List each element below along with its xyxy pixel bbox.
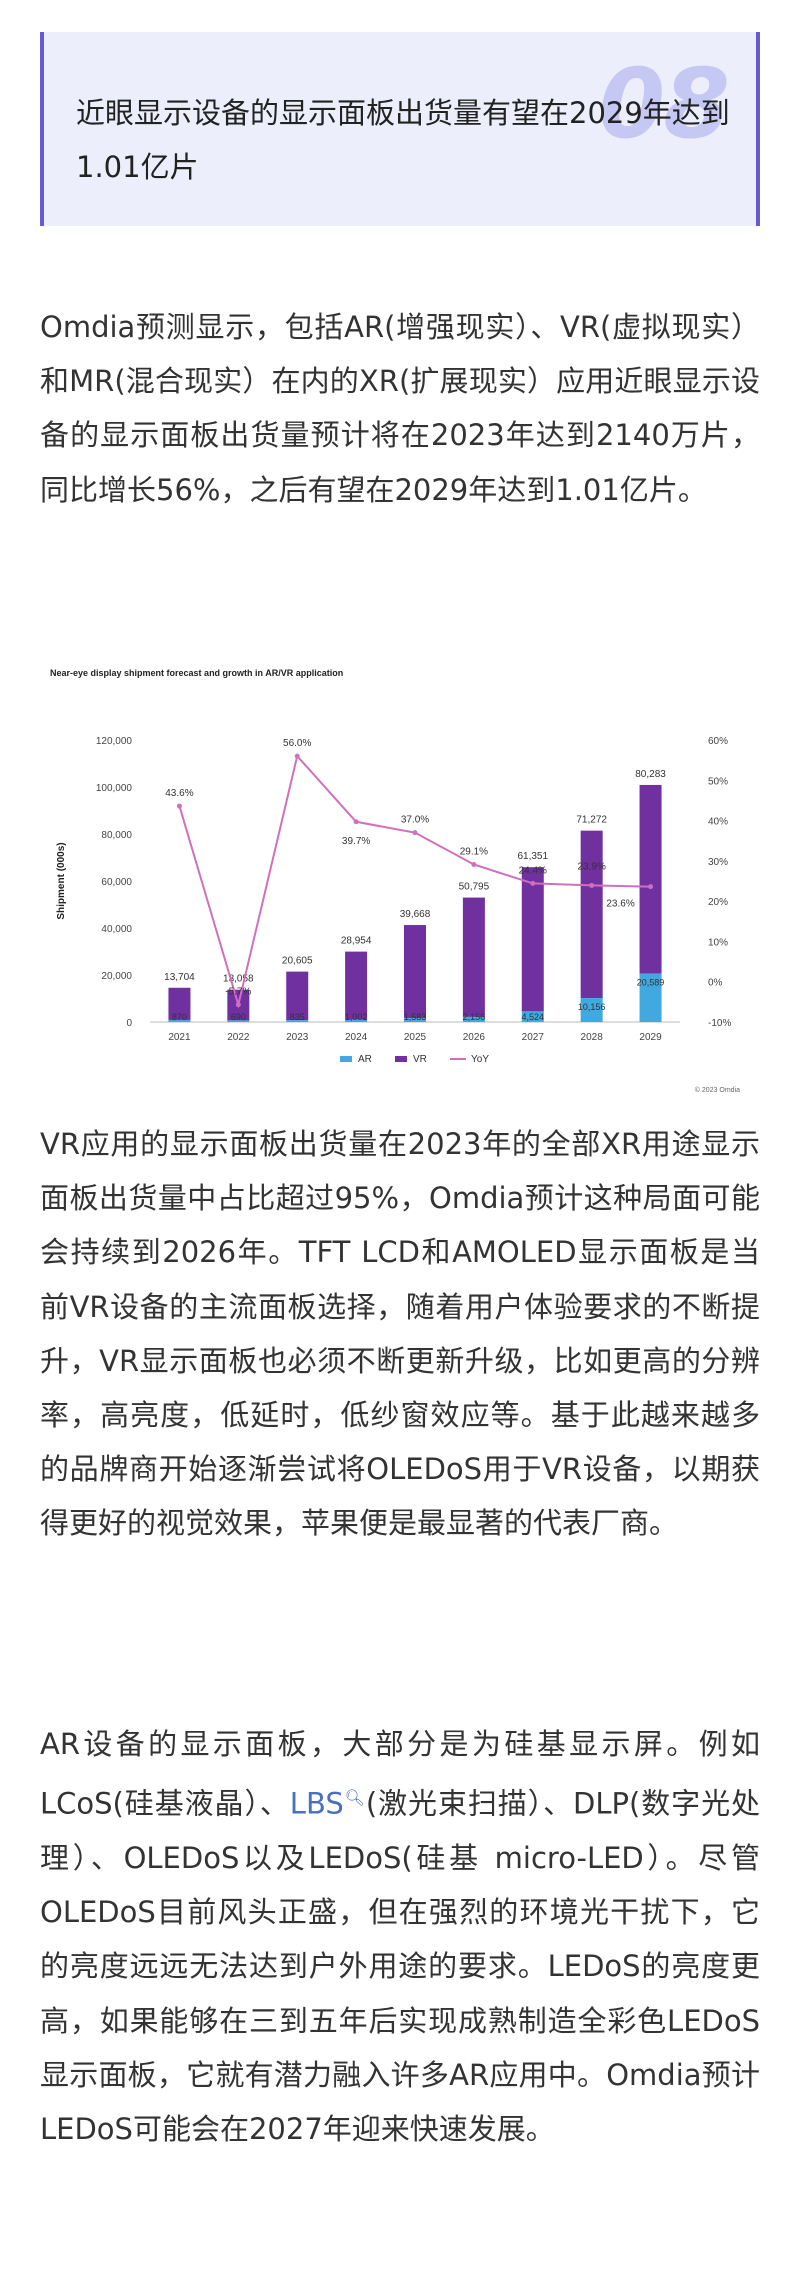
- bar-vr-label: 61,351: [517, 851, 548, 862]
- bar-vr: [521, 867, 544, 1012]
- yoy-label: 56.0%: [283, 738, 311, 749]
- x-tick-label: 2026: [463, 1032, 486, 1043]
- chart-title: Near-eye display shipment forecast and g…: [50, 668, 343, 678]
- x-tick-label: 2023: [286, 1032, 309, 1043]
- y-axis-label: Shipment (000s): [56, 842, 67, 919]
- bar-vr-label: 13,058: [223, 974, 254, 985]
- paragraph-2: VR应用的显示面板出货量在2023年的全部XR用途显示面板出货量中占比超过95%…: [40, 1127, 760, 1541]
- bar-ar: [462, 1016, 485, 1022]
- bar-ar: [345, 1019, 368, 1022]
- yoy-point: [294, 753, 300, 759]
- bar-vr-label: 50,795: [459, 882, 490, 893]
- yoy-point: [353, 819, 359, 825]
- y2-tick-label: 20%: [708, 897, 728, 908]
- bar-vr-label: 80,283: [635, 769, 666, 780]
- paragraph-3-text-b: (激光束扫描）、DLP(数字光处理）、OLEDoS以及LEDoS(硅基 micr…: [40, 1786, 761, 2147]
- y-tick-label: 100,000: [96, 783, 133, 794]
- y-tick-label: 120,000: [96, 736, 133, 747]
- chart-svg: Near-eye display shipment forecast and g…: [50, 668, 740, 1094]
- bar-ar-label: 870: [172, 1012, 187, 1022]
- bar-vr: [580, 830, 603, 999]
- bar-vr-label: 39,668: [400, 909, 431, 920]
- bar-ar: [639, 973, 662, 1022]
- yoy-label: 39.7%: [342, 836, 370, 847]
- bar-vr-label: 28,954: [341, 936, 372, 947]
- shipment-chart: Near-eye display shipment forecast and g…: [40, 660, 760, 1100]
- yoy-label: 37.0%: [401, 815, 429, 826]
- bar-vr: [404, 925, 426, 1019]
- bar-vr-label: 71,272: [576, 815, 607, 826]
- x-tick-label: 2024: [345, 1032, 368, 1043]
- search-icon[interactable]: 🔍︎: [343, 1788, 366, 1808]
- y2-tick-label: 60%: [708, 736, 728, 747]
- bar-vr-label: 13,704: [164, 972, 195, 983]
- x-tick-label: 2028: [581, 1032, 604, 1043]
- bar-ar-label: 1,002: [345, 1012, 368, 1022]
- y2-tick-label: 0%: [708, 978, 723, 989]
- bar-vr: [345, 951, 368, 1020]
- section-number: 08: [598, 48, 730, 160]
- yoy-label: 24.4%: [519, 865, 547, 876]
- bar-vr: [168, 987, 191, 1020]
- bar-ar-label: 690: [231, 1012, 246, 1022]
- y2-tick-label: 10%: [708, 937, 728, 948]
- yoy-label: 43.6%: [165, 788, 193, 799]
- bar-ar: [168, 1019, 191, 1022]
- x-tick-label: 2021: [168, 1032, 191, 1043]
- bar-vr: [462, 897, 485, 1017]
- yoy-point: [412, 830, 418, 836]
- yoy-point: [589, 882, 595, 888]
- chart-source: © 2023 Omdia: [695, 1086, 740, 1094]
- yoy-label: 23.6%: [606, 899, 634, 910]
- y2-tick-label: 40%: [708, 817, 728, 828]
- legend-yoy-label: YoY: [471, 1054, 489, 1065]
- y-tick-label: 60,000: [101, 877, 132, 888]
- bar-vr-label: 20,605: [282, 956, 313, 967]
- x-tick-label: 2029: [639, 1032, 662, 1043]
- bar-ar-label: 1,583: [404, 1012, 427, 1022]
- bar-ar-label: 2,156: [463, 1012, 486, 1022]
- bar-ar-label: 10,156: [578, 1002, 606, 1012]
- y2-tick-label: 30%: [708, 857, 728, 868]
- bar-ar-label: 4,524: [522, 1012, 545, 1022]
- section-header: 08 近眼显示设备的显示面板出货量有望在2029年达到1.01亿片: [40, 32, 760, 226]
- y-tick-label: 40,000: [101, 924, 132, 935]
- yoy-label: -5.7%: [225, 987, 251, 998]
- legend-ar-label: AR: [358, 1054, 372, 1065]
- legend-vr-swatch: [395, 1056, 407, 1062]
- yoy-label: 29.1%: [460, 846, 488, 857]
- lbs-link[interactable]: LBS: [289, 1786, 344, 1821]
- yoy-point: [471, 861, 477, 867]
- paragraph-1: Omdia预测显示，包括AR(增强现实）、VR(虚拟现实）和MR(混合现实）在内…: [40, 310, 760, 507]
- yoy-point: [648, 884, 654, 890]
- yoy-point: [176, 803, 182, 809]
- y2-tick-label: 50%: [708, 776, 728, 787]
- bar-ar-label: 835: [290, 1012, 305, 1022]
- legend-vr-label: VR: [413, 1054, 427, 1065]
- bar-ar: [286, 1020, 309, 1022]
- legend-ar-swatch: [340, 1056, 352, 1062]
- bar-ar: [404, 1018, 426, 1022]
- yoy-label: 23.9%: [577, 861, 605, 872]
- bar-ar: [521, 1011, 544, 1022]
- paragraph-3: AR设备的显示面板，大部分是为硅基显示屏。例如LCoS(硅基液晶）、LBS🔍︎(…: [40, 1717, 760, 2156]
- bar-vr: [286, 971, 309, 1021]
- y-tick-label: 0: [126, 1018, 132, 1029]
- x-tick-label: 2025: [404, 1032, 427, 1043]
- x-tick-label: 2027: [522, 1032, 545, 1043]
- y-tick-label: 80,000: [101, 830, 132, 841]
- y-tick-label: 20,000: [101, 971, 132, 982]
- yoy-point: [235, 1002, 241, 1008]
- bar-ar: [580, 998, 603, 1022]
- section-title: 近眼显示设备的显示面板出货量有望在2029年达到1.01亿片: [76, 96, 730, 184]
- bar-ar-label: 20,589: [637, 978, 665, 988]
- paragraph-3-text-a: AR设备的显示面板，大部分是为硅基显示屏。例如LCoS(硅基液晶）、: [40, 1727, 760, 1821]
- y2-tick-label: -10%: [708, 1018, 731, 1029]
- x-tick-label: 2022: [227, 1032, 250, 1043]
- bar-ar: [227, 1020, 250, 1022]
- bar-vr: [639, 784, 662, 974]
- yoy-point: [530, 880, 536, 886]
